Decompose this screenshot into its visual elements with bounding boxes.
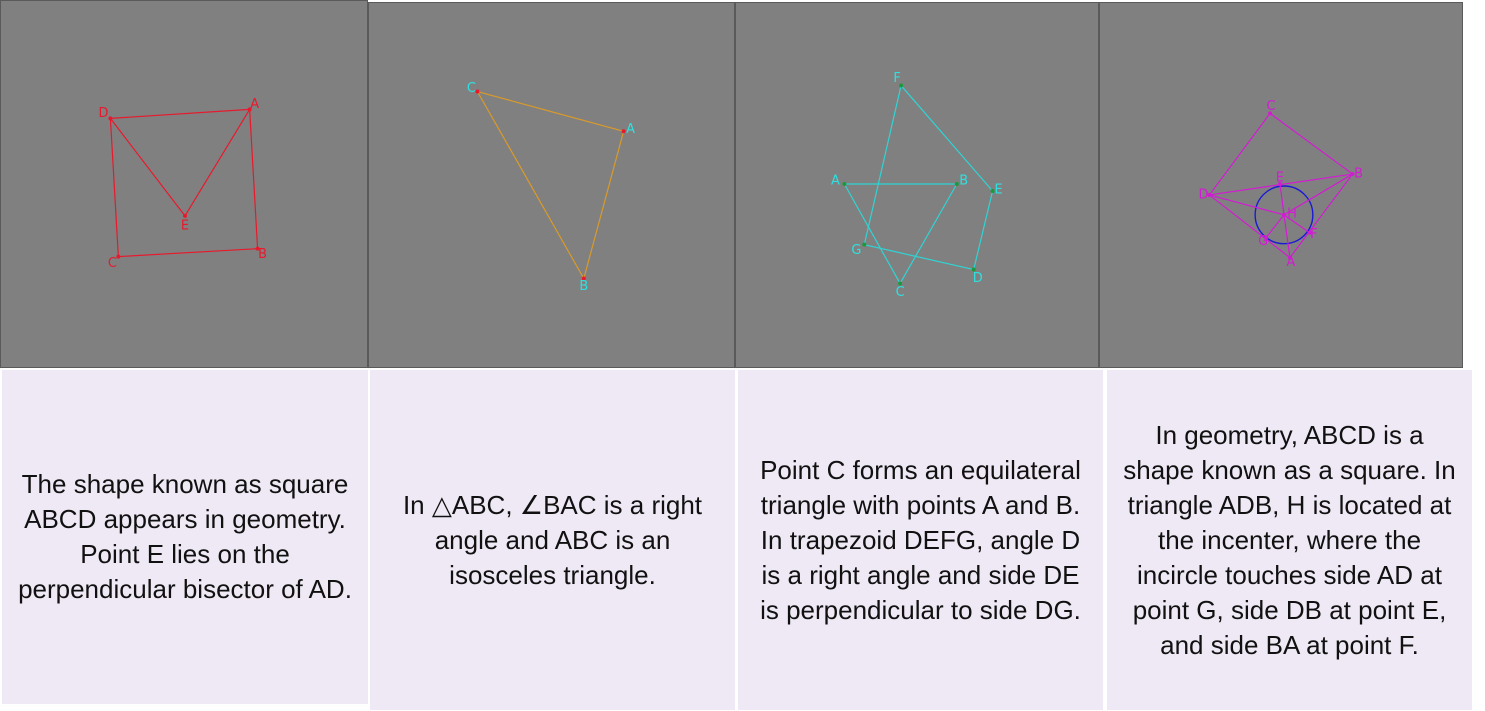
- caption-3: Point C forms an equilateral triangle wi…: [738, 370, 1103, 710]
- segment-CA: [843, 183, 901, 284]
- diagram-4: A B C D E F G H: [1099, 2, 1463, 368]
- label-A: A: [250, 97, 259, 112]
- label-C: C: [467, 81, 476, 96]
- label-F: F: [893, 71, 900, 86]
- segment-DE: [109, 117, 186, 217]
- label-D: D: [98, 106, 108, 121]
- diagram-2-svg: A B C: [467, 81, 635, 294]
- diagram-1-svg: A B C D E: [98, 97, 267, 271]
- segment-EF: [900, 85, 994, 192]
- point-B: [954, 182, 959, 186]
- segment-BC: [118, 248, 258, 258]
- segment-HE: [1279, 183, 1285, 215]
- caption-1-text: The shape known as square ABCD appears i…: [18, 469, 352, 604]
- point-D: [108, 116, 113, 121]
- segment-DC: [1208, 113, 1271, 196]
- point-G: [862, 242, 867, 247]
- point-B: [581, 276, 586, 281]
- segment-CB: [1269, 112, 1353, 175]
- point-C: [475, 89, 480, 94]
- point-B: [1350, 172, 1355, 177]
- point-F: [1307, 230, 1312, 235]
- label-C: C: [108, 256, 117, 271]
- caption-1: The shape known as square ABCD appears i…: [2, 370, 368, 704]
- point-E: [183, 213, 187, 218]
- label-G: G: [851, 243, 861, 258]
- label-D: D: [1198, 187, 1208, 202]
- diagram-3: A B C D E F G: [735, 2, 1099, 368]
- point-E: [990, 188, 995, 193]
- segment-BA: [1289, 173, 1354, 258]
- segment-BC: [899, 183, 958, 284]
- segment-CD: [109, 118, 119, 257]
- point-H: [1281, 212, 1286, 217]
- segment-DA: [110, 108, 250, 119]
- caption-3-text: Point C forms an equilateral triangle wi…: [760, 454, 1081, 625]
- segment-HD: [1209, 194, 1285, 216]
- label-A: A: [626, 122, 635, 137]
- label-A: A: [831, 174, 840, 189]
- segment-AB: [249, 109, 259, 249]
- label-E: E: [994, 182, 1002, 197]
- label-C: C: [1267, 99, 1276, 114]
- incircle: [1254, 185, 1314, 245]
- segment-CA: [477, 90, 624, 132]
- segment-HB: [1283, 173, 1353, 216]
- label-E: E: [1276, 171, 1284, 186]
- point-A: [842, 182, 847, 186]
- point-B: [255, 246, 260, 251]
- label-B: B: [579, 279, 588, 294]
- diagram-3-svg: A B C D E F G: [831, 71, 1003, 300]
- segment-GD: [864, 244, 974, 271]
- diagram-2: A B C: [368, 2, 735, 368]
- caption-2: In △ABC, ∠BAC is a right angle and ABC i…: [370, 370, 735, 710]
- label-B: B: [258, 247, 267, 262]
- segment-HA: [1283, 214, 1291, 258]
- label-B: B: [959, 174, 968, 189]
- diagram-1: A B C D E: [0, 0, 368, 368]
- segment-FG: [863, 85, 902, 245]
- label-C: C: [896, 285, 905, 300]
- caption-2-text: In △ABC, ∠BAC is a right angle and ABC i…: [402, 489, 703, 590]
- label-B: B: [1354, 167, 1363, 182]
- label-D: D: [973, 271, 983, 286]
- point-F: [899, 83, 904, 88]
- segment-EA: [184, 109, 251, 217]
- segment-AB: [583, 131, 625, 279]
- label-F: F: [1310, 227, 1317, 242]
- caption-4-text: In geometry, ABCD is a shape known as a …: [1123, 419, 1456, 660]
- point-E: [1278, 182, 1282, 186]
- label-E: E: [181, 218, 189, 233]
- point-A: [247, 107, 252, 112]
- point-C: [1268, 111, 1273, 116]
- point-C: [116, 254, 121, 259]
- diagram-4-svg: A B C D E F G H: [1198, 99, 1363, 270]
- segment-BC: [476, 91, 585, 279]
- label-H: H: [1287, 206, 1297, 221]
- point-G: [1264, 235, 1269, 240]
- segment-AD: [1209, 194, 1291, 259]
- point-D: [971, 267, 976, 272]
- label-G: G: [1258, 234, 1268, 249]
- point-A: [1287, 255, 1292, 260]
- point-A: [621, 129, 626, 134]
- segment-HG: [1265, 214, 1285, 239]
- segment-DE: [973, 190, 994, 270]
- point-D: [1207, 192, 1212, 197]
- caption-4: In geometry, ABCD is a shape known as a …: [1107, 370, 1472, 710]
- label-A: A: [1287, 255, 1296, 270]
- point-C: [898, 281, 903, 286]
- segment-HF: [1283, 214, 1311, 234]
